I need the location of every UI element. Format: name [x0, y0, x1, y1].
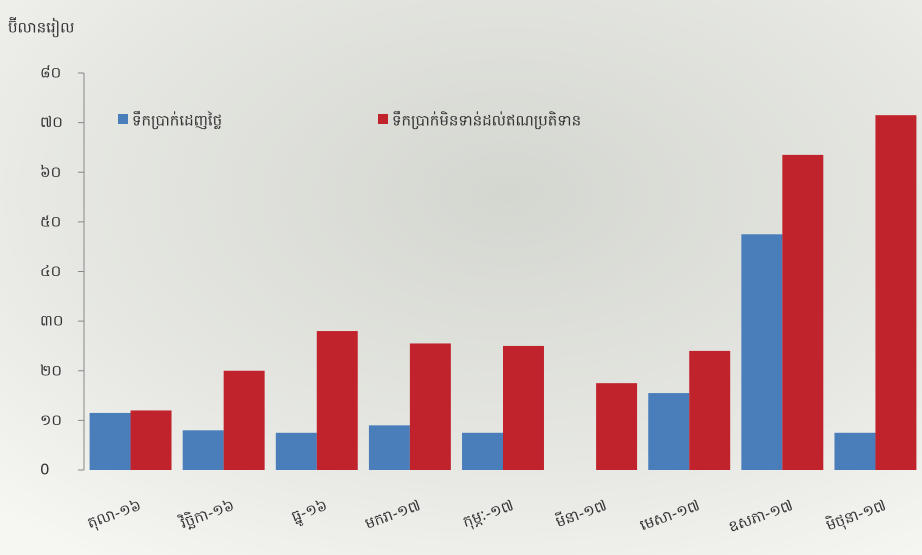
bar: [782, 154, 824, 470]
y-tick-label: ៣០: [40, 312, 63, 330]
legend-swatch: [378, 114, 388, 124]
chart-title: ប៊ីលានរៀល: [8, 17, 74, 38]
bar: [875, 115, 917, 471]
bar: [182, 430, 224, 470]
y-tick-label: ៦០: [40, 163, 61, 181]
legend-label: ទឹកប្រាក់មិនទាន់ដល់ឥណប្រតិទាន: [392, 111, 581, 130]
bar: [689, 350, 731, 470]
legend-label: ទឹកប្រាក់ដេញថ្លៃ: [132, 111, 222, 130]
bar: [223, 370, 265, 470]
bar: [648, 393, 690, 470]
bar: [741, 234, 783, 470]
y-tick-label: ២០: [40, 361, 62, 379]
bar: [409, 343, 451, 470]
legend-swatch: [118, 114, 128, 124]
bar: [596, 383, 638, 470]
y-tick-label: ៤០: [40, 262, 61, 280]
bar: [275, 432, 317, 470]
bar: [130, 410, 172, 470]
bar: [462, 432, 503, 470]
y-tick-label: ១០: [40, 411, 62, 429]
y-tick-label: ៧០: [40, 113, 63, 131]
y-tick-label: ៨០: [40, 64, 61, 82]
bar: [503, 345, 544, 470]
bar: [89, 412, 131, 470]
bar: [368, 425, 410, 470]
bar: [834, 432, 876, 470]
y-tick-label: 0: [40, 461, 50, 479]
bar: [316, 331, 358, 470]
y-tick-label: ៥០: [40, 212, 61, 230]
